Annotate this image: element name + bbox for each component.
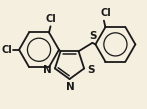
Text: Cl: Cl: [1, 45, 12, 55]
Text: N: N: [66, 82, 75, 92]
Text: S: S: [89, 31, 97, 41]
Text: Cl: Cl: [101, 8, 112, 18]
Text: Cl: Cl: [45, 14, 56, 24]
Text: N: N: [43, 65, 52, 75]
Text: S: S: [87, 65, 95, 75]
